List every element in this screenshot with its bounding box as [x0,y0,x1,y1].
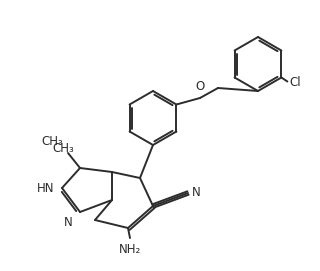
Text: N: N [64,217,73,230]
Text: NH₂: NH₂ [119,243,141,256]
Text: O: O [196,80,204,93]
Text: CH₃: CH₃ [52,143,74,156]
Text: N: N [192,186,201,198]
Text: HN: HN [36,182,54,195]
Text: Cl: Cl [289,76,301,89]
Text: CH₃: CH₃ [41,135,63,148]
